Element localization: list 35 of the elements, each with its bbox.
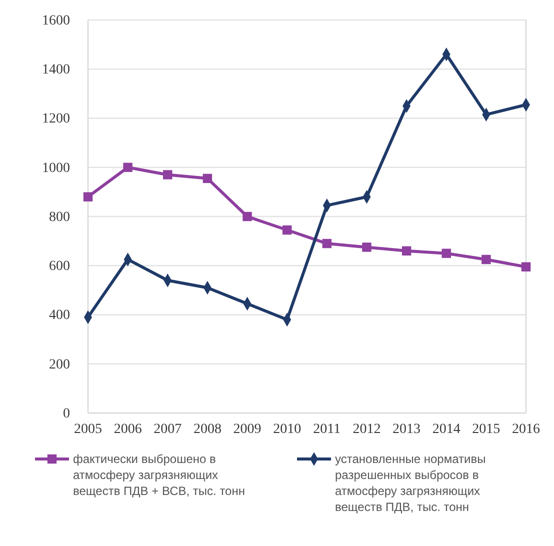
point: [482, 254, 491, 264]
x-tick-label: 2009: [233, 422, 262, 437]
legend-label: фактически выброшено в атмосферу загрязняющих веществ ПДВ + ВСВ, тыс. тонн: [73, 452, 245, 498]
point: [402, 246, 412, 256]
x-tick-label: 2005: [74, 422, 102, 437]
point: [242, 212, 252, 222]
point: [83, 192, 93, 202]
point: [282, 225, 292, 235]
y-tick-label: 1400: [42, 62, 70, 78]
x-tick-label: 2012: [352, 422, 381, 437]
point: [163, 170, 172, 180]
y-tick-label: 200: [49, 357, 70, 372]
point: [521, 262, 531, 272]
x-tick-label: 2015: [472, 422, 500, 437]
y-tick-label: 1200: [42, 112, 70, 127]
x-tick-label: 2011: [313, 422, 341, 437]
legend-label: установленные нормативы разрешенных выбросов в атмосферу загрязняющих веществ ПДВ, тыс. тонн: [335, 452, 486, 514]
y-tick-label: 400: [49, 308, 70, 324]
y-tick-label: 800: [49, 210, 70, 225]
x-tick-label: 2014: [432, 422, 460, 437]
x-tick-label: 2013: [392, 422, 421, 437]
point: [442, 248, 451, 258]
y-tick-label: 0: [63, 406, 70, 422]
x-tick-label: 2010: [273, 422, 302, 437]
y-tick-label: 1000: [42, 160, 70, 176]
point: [322, 238, 332, 248]
point: [123, 162, 132, 172]
point: [202, 174, 212, 184]
x-tick-label: 2008: [193, 422, 222, 437]
y-tick-label: 1600: [42, 13, 70, 28]
point: [362, 242, 372, 252]
x-tick-label: 2006: [114, 422, 142, 437]
x-tick-label: 2016: [512, 422, 540, 437]
y-tick-label: 600: [49, 259, 70, 274]
x-tick-label: 2007: [154, 422, 182, 437]
